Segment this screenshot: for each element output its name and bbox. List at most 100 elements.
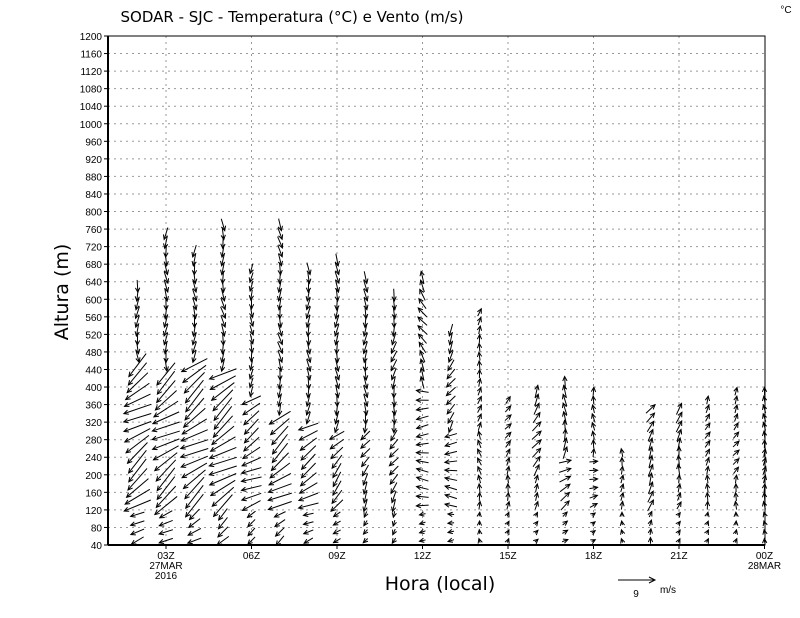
arrow-head <box>126 387 133 394</box>
arrow-shaft <box>362 473 369 486</box>
arrow-head <box>705 431 711 438</box>
arrow-shaft <box>389 448 399 458</box>
arrow-head <box>476 342 483 349</box>
arrow-head <box>334 296 340 303</box>
arrow-head <box>249 312 255 319</box>
arrow-head <box>415 503 422 509</box>
y-tick-label: 920 <box>85 155 102 166</box>
arrow-head <box>212 511 219 518</box>
arrow-head <box>305 304 311 311</box>
arrow-head <box>128 371 134 378</box>
arrow-shaft <box>389 465 399 476</box>
wind-arrow <box>590 394 597 405</box>
arrow-head <box>162 234 168 241</box>
wind-arrow <box>443 502 458 508</box>
arrow-head <box>334 357 340 364</box>
arrow-head <box>134 340 141 347</box>
wind-arrow <box>277 385 283 399</box>
arrow-head <box>392 529 397 536</box>
wind-arrow <box>562 511 568 517</box>
wind-arrow <box>476 351 483 361</box>
arrow-head <box>733 491 739 498</box>
arrow-head <box>243 437 250 444</box>
wind-profile-column <box>704 395 711 544</box>
arrow-shaft <box>220 315 226 328</box>
arrow-head <box>332 490 338 497</box>
arrow-head <box>188 514 195 521</box>
arrow-head <box>476 491 483 498</box>
arrow-head <box>181 429 188 435</box>
arrow-shaft <box>164 262 168 275</box>
wind-arrow <box>247 527 256 537</box>
arrow-head <box>134 296 140 303</box>
arrow-shaft <box>477 308 482 317</box>
arrow-head <box>267 496 274 502</box>
arrow-head <box>277 401 283 408</box>
wind-arrow <box>675 511 681 518</box>
arrow-shaft <box>210 375 236 390</box>
arrow-shaft <box>335 358 339 372</box>
arrow-head <box>647 536 654 543</box>
arrow-shaft <box>307 271 310 284</box>
arrow-head <box>533 491 540 498</box>
wind-arrow <box>135 350 141 364</box>
wind-arrow <box>273 519 286 528</box>
arrow-head <box>240 486 247 492</box>
arrow-shaft <box>420 280 425 293</box>
wind-arrow <box>180 358 208 373</box>
wind-arrow <box>181 418 208 435</box>
wind-arrow <box>446 520 455 526</box>
arrow-head <box>277 287 283 294</box>
arrow-head <box>391 506 397 513</box>
arrow-shaft <box>163 332 169 345</box>
wind-arrow <box>675 529 681 536</box>
wind-arrow <box>477 474 483 484</box>
y-tick-label: 840 <box>85 190 102 201</box>
arrow-head <box>418 297 424 304</box>
wind-arrow <box>419 349 426 363</box>
wind-profile-column <box>179 244 209 545</box>
arrow-head <box>180 367 187 373</box>
arrow-shaft <box>592 396 595 405</box>
arrow-shaft <box>416 415 429 420</box>
arrow-shaft <box>677 492 681 501</box>
arrow-head <box>446 537 454 543</box>
arrow-shaft <box>477 413 482 422</box>
wind-arrow <box>277 262 283 276</box>
wind-arrow <box>156 362 176 386</box>
y-tick-label: 320 <box>85 418 102 429</box>
wind-arrow <box>134 306 140 320</box>
arrow-shaft <box>363 350 368 363</box>
arrow-head <box>761 491 768 498</box>
y-tick-label: 1080 <box>80 85 103 96</box>
arrow-shaft <box>278 218 282 231</box>
arrow-head <box>151 419 158 425</box>
arrow-head <box>334 366 340 373</box>
arrow-shaft <box>159 510 173 519</box>
arrow-shaft <box>734 413 738 422</box>
wind-arrow <box>476 421 482 431</box>
wind-arrow <box>390 350 398 363</box>
wind-arrow <box>249 333 255 345</box>
arrow-head <box>419 270 425 277</box>
wind-arrow <box>300 453 316 471</box>
wind-arrow <box>477 465 482 475</box>
arrow-shaft <box>416 407 429 411</box>
arrow-shaft <box>163 323 169 337</box>
arrow-shaft <box>558 459 572 464</box>
arrow-head <box>300 464 307 471</box>
arrow-shaft <box>123 413 152 423</box>
wind-profile-column <box>675 402 683 544</box>
arrow-shaft <box>128 450 147 474</box>
wind-arrow <box>445 377 456 388</box>
arrow-shaft <box>417 325 428 335</box>
arrow-head <box>648 445 654 452</box>
arrow-head <box>676 454 682 461</box>
arrow-head <box>591 412 597 419</box>
wind-arrow <box>243 436 260 452</box>
arrow-shaft <box>444 460 458 463</box>
wind-arrow <box>619 511 625 517</box>
arrow-shaft <box>279 262 281 275</box>
arrow-head <box>391 401 397 408</box>
